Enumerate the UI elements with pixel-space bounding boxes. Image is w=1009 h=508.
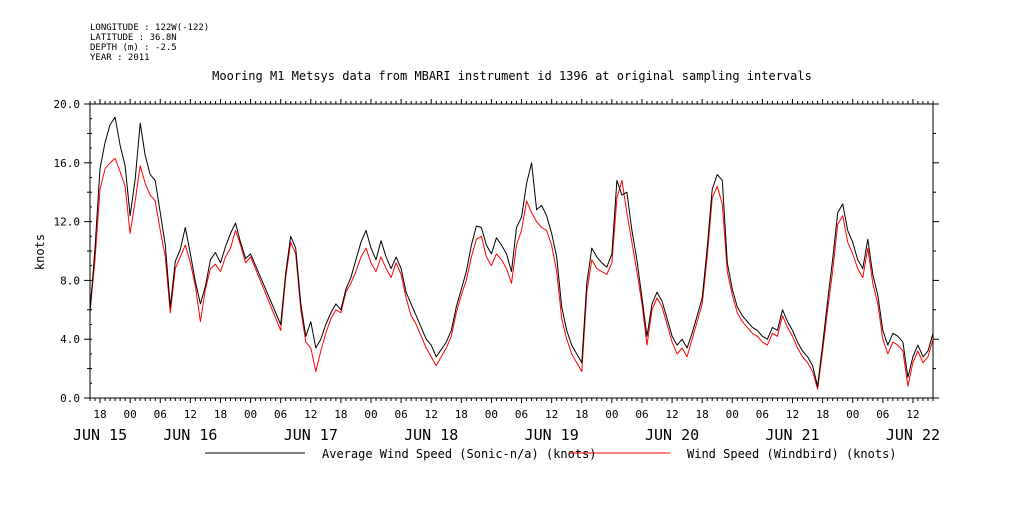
x-hour-tick-label: 12 bbox=[786, 408, 799, 421]
chart-title: Mooring M1 Metsys data from MBARI instru… bbox=[212, 69, 812, 83]
x-day-label: JUN 21 bbox=[765, 426, 819, 444]
y-tick-label: 16.0 bbox=[54, 157, 81, 170]
x-hour-tick-label: 06 bbox=[515, 408, 528, 421]
x-hour-tick-label: 12 bbox=[906, 408, 919, 421]
y-axis-label: knots bbox=[33, 234, 47, 270]
x-day-label: JUN 20 bbox=[645, 426, 699, 444]
y-tick-label: 8.0 bbox=[60, 274, 80, 287]
x-hour-tick-label: 00 bbox=[846, 408, 859, 421]
x-hour-tick-label: 00 bbox=[124, 408, 137, 421]
x-day-label: JUN 19 bbox=[525, 426, 579, 444]
x-hour-tick-label: 18 bbox=[214, 408, 227, 421]
meta-line-latitude: LATITUDE : 36.8N bbox=[90, 33, 177, 43]
x-hour-tick-label: 06 bbox=[756, 408, 769, 421]
x-hour-tick-label: 12 bbox=[425, 408, 438, 421]
y-tick-label: 0.0 bbox=[60, 392, 80, 405]
x-hour-tick-label: 00 bbox=[726, 408, 739, 421]
metadata-block: LONGITUDE : 122W(-122) LATITUDE : 36.8N … bbox=[90, 23, 209, 63]
x-hour-tick-label: 00 bbox=[605, 408, 618, 421]
series-line-windbird bbox=[89, 157, 934, 390]
y-axis: 0.0 4.0 8.0 12.0 16.0 20.0 bbox=[54, 98, 939, 405]
x-hour-tick-label: 18 bbox=[816, 408, 829, 421]
x-hour-tick-label: 06 bbox=[274, 408, 287, 421]
x-day-label: JUN 17 bbox=[284, 426, 338, 444]
legend-label-average-wind-speed: Average Wind Speed (Sonic-n/a) (knots) bbox=[322, 447, 597, 461]
x-hour-tick-label: 18 bbox=[575, 408, 588, 421]
x-day-label: JUN 22 bbox=[886, 426, 940, 444]
x-day-label: JUN 18 bbox=[404, 426, 458, 444]
y-tick-label: 12.0 bbox=[54, 216, 81, 229]
x-day-label: JUN 15 bbox=[73, 426, 127, 444]
meta-line-year: YEAR : 2011 bbox=[90, 53, 150, 63]
x-hour-tick-label: 00 bbox=[485, 408, 498, 421]
x-hour-tick-label: 18 bbox=[455, 408, 468, 421]
x-hour-tick-label: 12 bbox=[184, 408, 197, 421]
series-line-average-wind-speed bbox=[89, 116, 934, 387]
x-day-label: JUN 16 bbox=[163, 426, 217, 444]
x-hour-tick-label: 00 bbox=[364, 408, 377, 421]
x-hour-tick-label: 12 bbox=[665, 408, 678, 421]
y-tick-label: 4.0 bbox=[60, 333, 80, 346]
meta-line-longitude: LONGITUDE : 122W(-122) bbox=[90, 23, 209, 33]
series-lines bbox=[89, 116, 934, 390]
x-hour-tick-label: 18 bbox=[696, 408, 709, 421]
legend-label-windbird: Wind Speed (Windbird) (knots) bbox=[687, 447, 897, 461]
x-hour-tick-label: 18 bbox=[93, 408, 106, 421]
y-tick-label: 20.0 bbox=[54, 98, 81, 111]
x-hour-tick-label: 06 bbox=[394, 408, 407, 421]
x-hour-tick-label: 06 bbox=[154, 408, 167, 421]
x-axis: 18 00 06 12 18 00 06 12 18 00 06 12 18 00 06 12 18 00 06 12… bbox=[73, 99, 940, 444]
x-hour-tick-label: 12 bbox=[545, 408, 558, 421]
x-hour-tick-label: 12 bbox=[304, 408, 317, 421]
x-hour-tick-label: 18 bbox=[334, 408, 347, 421]
meta-line-depth: DEPTH (m) : -2.5 bbox=[90, 43, 177, 53]
plot-frame bbox=[89, 103, 934, 399]
x-hour-tick-label: 06 bbox=[635, 408, 648, 421]
legend: Average Wind Speed (Sonic-n/a) (knots) W… bbox=[205, 447, 897, 461]
x-hour-tick-label: 06 bbox=[876, 408, 889, 421]
x-hour-tick-label: 00 bbox=[244, 408, 257, 421]
